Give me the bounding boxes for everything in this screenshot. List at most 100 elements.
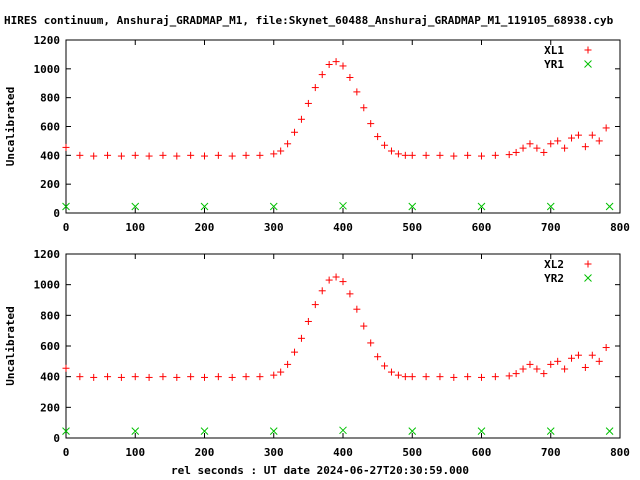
data-point bbox=[284, 360, 292, 368]
legend-label: XL2 bbox=[544, 258, 564, 271]
x-tick-label: 800 bbox=[610, 221, 630, 234]
data-point bbox=[401, 151, 409, 159]
data-point bbox=[62, 427, 70, 435]
y-tick-label: 0 bbox=[53, 432, 60, 445]
data-point bbox=[595, 137, 603, 145]
x-tick-label: 300 bbox=[264, 221, 284, 234]
data-point bbox=[367, 120, 375, 128]
data-point bbox=[131, 427, 140, 435]
data-point bbox=[408, 202, 417, 211]
data-point bbox=[554, 357, 562, 365]
data-point bbox=[546, 202, 555, 211]
data-point bbox=[200, 427, 209, 435]
data-point bbox=[90, 152, 98, 160]
data-point bbox=[605, 202, 614, 211]
y-tick-label: 1000 bbox=[34, 279, 61, 292]
x-tick-label: 200 bbox=[195, 446, 215, 459]
data-point bbox=[90, 373, 98, 381]
data-point bbox=[533, 365, 541, 373]
data-point bbox=[422, 373, 430, 381]
data-point bbox=[547, 140, 555, 148]
data-point bbox=[602, 344, 610, 352]
data-point bbox=[339, 426, 347, 435]
data-point bbox=[304, 317, 312, 325]
data-point bbox=[540, 148, 548, 156]
data-point bbox=[491, 373, 499, 381]
y-tick-label: 600 bbox=[40, 340, 60, 353]
data-point bbox=[581, 363, 589, 371]
y-tick-label: 800 bbox=[40, 92, 60, 105]
data-point bbox=[325, 61, 333, 69]
data-point bbox=[554, 137, 562, 145]
legend-label: YR1 bbox=[544, 58, 564, 71]
data-point bbox=[131, 151, 139, 159]
data-point bbox=[318, 71, 326, 79]
data-point bbox=[574, 131, 582, 139]
data-point bbox=[104, 151, 112, 159]
data-point bbox=[436, 151, 444, 159]
data-point bbox=[325, 276, 333, 284]
data-point bbox=[291, 128, 299, 136]
data-point bbox=[269, 427, 278, 435]
data-point bbox=[346, 290, 354, 298]
data-point bbox=[605, 427, 614, 435]
x-tick-label: 600 bbox=[472, 446, 492, 459]
data-point bbox=[62, 364, 70, 372]
data-point bbox=[387, 147, 395, 155]
data-point bbox=[533, 144, 541, 152]
chart-panel-2: 0 100 200 300 400 500 600 700 800 0 200 400 600 800 10… bbox=[4, 248, 630, 459]
data-point bbox=[360, 322, 368, 330]
data-point bbox=[311, 84, 319, 92]
x-tick-label: 100 bbox=[125, 221, 145, 234]
data-point bbox=[270, 150, 278, 158]
data-point bbox=[574, 351, 582, 359]
data-point bbox=[546, 427, 555, 435]
y-tick-label: 600 bbox=[40, 121, 60, 134]
data-point bbox=[588, 351, 596, 359]
chart-panel-1: 0 100 200 300 400 500 600 700 800 0 200 400 600 800 10… bbox=[4, 34, 630, 234]
data-point bbox=[145, 373, 153, 381]
x-axis-label: rel seconds : UT date 2024-06-27T20:30:5… bbox=[170, 464, 469, 477]
x-tick-label: 700 bbox=[541, 446, 561, 459]
data-point bbox=[464, 373, 472, 381]
data-point bbox=[131, 373, 139, 381]
data-point bbox=[277, 147, 285, 155]
data-point bbox=[374, 353, 382, 361]
data-point bbox=[311, 301, 319, 309]
data-point bbox=[374, 133, 382, 141]
x-tick-label: 0 bbox=[63, 446, 70, 459]
data-point bbox=[62, 202, 70, 211]
data-point bbox=[173, 152, 181, 160]
data-point bbox=[408, 373, 416, 381]
y-axis-label: Uncalibrated bbox=[4, 306, 17, 385]
data-point bbox=[291, 348, 299, 356]
data-point bbox=[277, 368, 285, 376]
data-point bbox=[346, 73, 354, 81]
data-point bbox=[353, 305, 361, 313]
x-tick-label: 400 bbox=[333, 221, 353, 234]
data-point bbox=[76, 151, 84, 159]
data-point bbox=[201, 373, 208, 381]
data-point bbox=[332, 273, 340, 281]
x-tick-label: 700 bbox=[541, 221, 561, 234]
data-point bbox=[214, 373, 222, 381]
y-tick-label: 200 bbox=[40, 178, 60, 191]
data-point bbox=[401, 373, 409, 381]
data-point bbox=[491, 151, 499, 159]
x-tick-label: 200 bbox=[195, 221, 215, 234]
legend-marker bbox=[584, 260, 592, 268]
data-point bbox=[540, 370, 548, 378]
series-YR2 bbox=[62, 426, 614, 435]
data-point bbox=[360, 104, 368, 112]
data-point bbox=[547, 360, 555, 368]
data-point bbox=[242, 151, 250, 159]
data-point bbox=[408, 151, 416, 159]
x-tick-label: 100 bbox=[125, 446, 145, 459]
data-point bbox=[477, 202, 486, 211]
data-point bbox=[270, 371, 278, 379]
data-point bbox=[214, 151, 222, 159]
y-tick-label: 1000 bbox=[34, 63, 61, 76]
data-point bbox=[581, 143, 589, 151]
data-point bbox=[332, 58, 340, 66]
y-tick-label: 400 bbox=[40, 371, 60, 384]
